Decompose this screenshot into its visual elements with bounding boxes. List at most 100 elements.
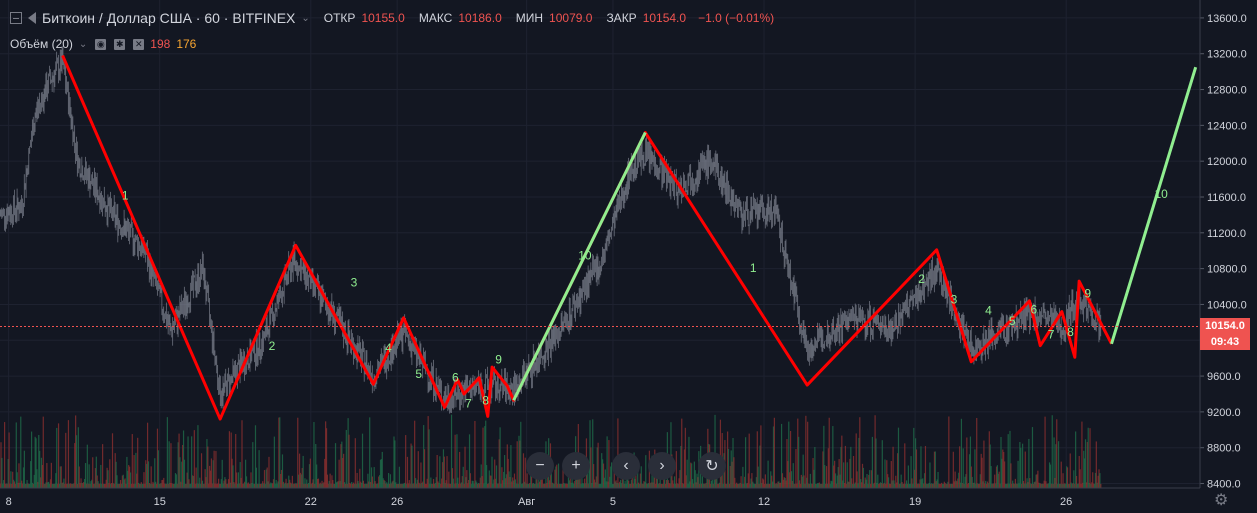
volume-bar (440, 483, 442, 488)
volume-bar (282, 481, 284, 488)
volume-bar (702, 483, 704, 488)
volume-bar (800, 474, 802, 488)
zoom-in-button[interactable]: + (562, 452, 590, 480)
volume-bar (904, 443, 906, 488)
volume-bar (804, 483, 806, 488)
volume-bar (1023, 483, 1025, 488)
volume-bar (896, 453, 899, 488)
volume-bar (493, 479, 495, 488)
volume-bar (584, 478, 586, 488)
wave-count-label: 8 (482, 394, 489, 408)
volume-bar (667, 480, 669, 488)
volume-bar (602, 459, 604, 488)
chevron-down-icon[interactable]: ⌄ (301, 12, 310, 24)
volume-bar (882, 483, 884, 488)
volume-bar (980, 453, 982, 488)
scroll-right-button[interactable]: › (648, 452, 676, 480)
volume-bar (479, 477, 481, 488)
volume-bar (833, 465, 835, 488)
wave-count-label: 2 (269, 339, 276, 353)
volume-bar (49, 479, 52, 488)
wave-count-label: 3 (951, 293, 958, 307)
settings-icon[interactable]: ✱ (114, 38, 126, 50)
volume-bar (100, 464, 102, 488)
volume-bar (931, 483, 933, 488)
volume-bar (827, 448, 829, 488)
volume-bar (768, 483, 770, 488)
volume-bar (1071, 483, 1073, 488)
volume-bar (745, 437, 747, 488)
wave-count-label: 1 (122, 189, 129, 203)
volume-bar (213, 450, 215, 488)
volume-bar (805, 415, 807, 488)
volume-bar (214, 483, 216, 488)
volume-bar (138, 483, 141, 488)
volume-bar (677, 483, 679, 488)
volume-bar (508, 471, 510, 488)
volume-bar (159, 483, 161, 488)
volume-bar (1027, 482, 1029, 488)
volume-bar (870, 470, 873, 488)
volume-bar (56, 427, 58, 488)
volume-bar (548, 480, 551, 488)
collapse-legend-icon[interactable] (10, 12, 22, 24)
volume-bar (307, 484, 309, 488)
volume-bar (228, 431, 231, 488)
gear-icon[interactable]: ⚙ (1214, 492, 1229, 509)
scroll-left-button[interactable]: ‹ (612, 452, 640, 480)
volume-bar (534, 484, 536, 488)
volume-bar (95, 456, 97, 488)
volume-bar (661, 483, 663, 488)
volume-bar (344, 483, 347, 488)
volume-bar (475, 480, 477, 488)
change-value: −1.0 (−0.01%) (698, 11, 775, 25)
volume-chevron-icon[interactable]: ⌄ (78, 38, 88, 50)
volume-bar (435, 477, 437, 488)
volume-bar (195, 467, 197, 488)
reset-chart-button[interactable]: ↻ (698, 452, 726, 480)
eye-icon[interactable]: ◉ (95, 38, 107, 50)
volume-bar (894, 483, 896, 488)
volume-indicator-name[interactable]: Объём (20) (10, 37, 73, 51)
volume-bar (1057, 483, 1059, 488)
volume-bar (164, 483, 167, 488)
volume-bar (652, 482, 654, 488)
volume-bar (53, 483, 55, 488)
volume-bar (504, 478, 507, 488)
volume-bar (370, 481, 372, 488)
volume-bar (991, 483, 993, 488)
volume-bar (137, 437, 139, 488)
volume-bar (755, 477, 757, 488)
volume-bar (928, 482, 930, 488)
volume-bar (267, 481, 269, 488)
volume-bar (782, 479, 784, 488)
volume-bar (93, 483, 95, 488)
volume-bar (952, 451, 954, 488)
zoom-out-button[interactable]: − (526, 452, 554, 480)
volume-bar (471, 480, 473, 488)
volume-bar (668, 483, 670, 488)
volume-bar (196, 483, 198, 488)
volume-bar (557, 483, 559, 488)
volume-bar (606, 436, 608, 488)
bar-countdown-tag: 09:43 (1200, 334, 1250, 351)
volume-bar (540, 475, 543, 488)
volume-bar (494, 459, 496, 488)
volume-bar (310, 483, 312, 488)
volume-bar (862, 467, 865, 488)
wave-count-label: 6 (1030, 302, 1037, 316)
volume-bar (28, 484, 30, 488)
volume-bar (230, 432, 232, 488)
volume-bar (387, 473, 390, 488)
volume-bar (46, 463, 48, 488)
volume-bar (762, 478, 764, 488)
volume-bar (838, 459, 840, 488)
volume-bar (765, 484, 767, 488)
volume-bar (544, 483, 546, 488)
symbol-title[interactable]: Биткоин / Доллар США · 60 · BITFINEX (42, 10, 296, 26)
remove-icon[interactable]: ✕ (133, 38, 145, 50)
volume-bar (908, 483, 910, 488)
volume-bar (649, 483, 651, 488)
volume-bar (564, 483, 566, 488)
